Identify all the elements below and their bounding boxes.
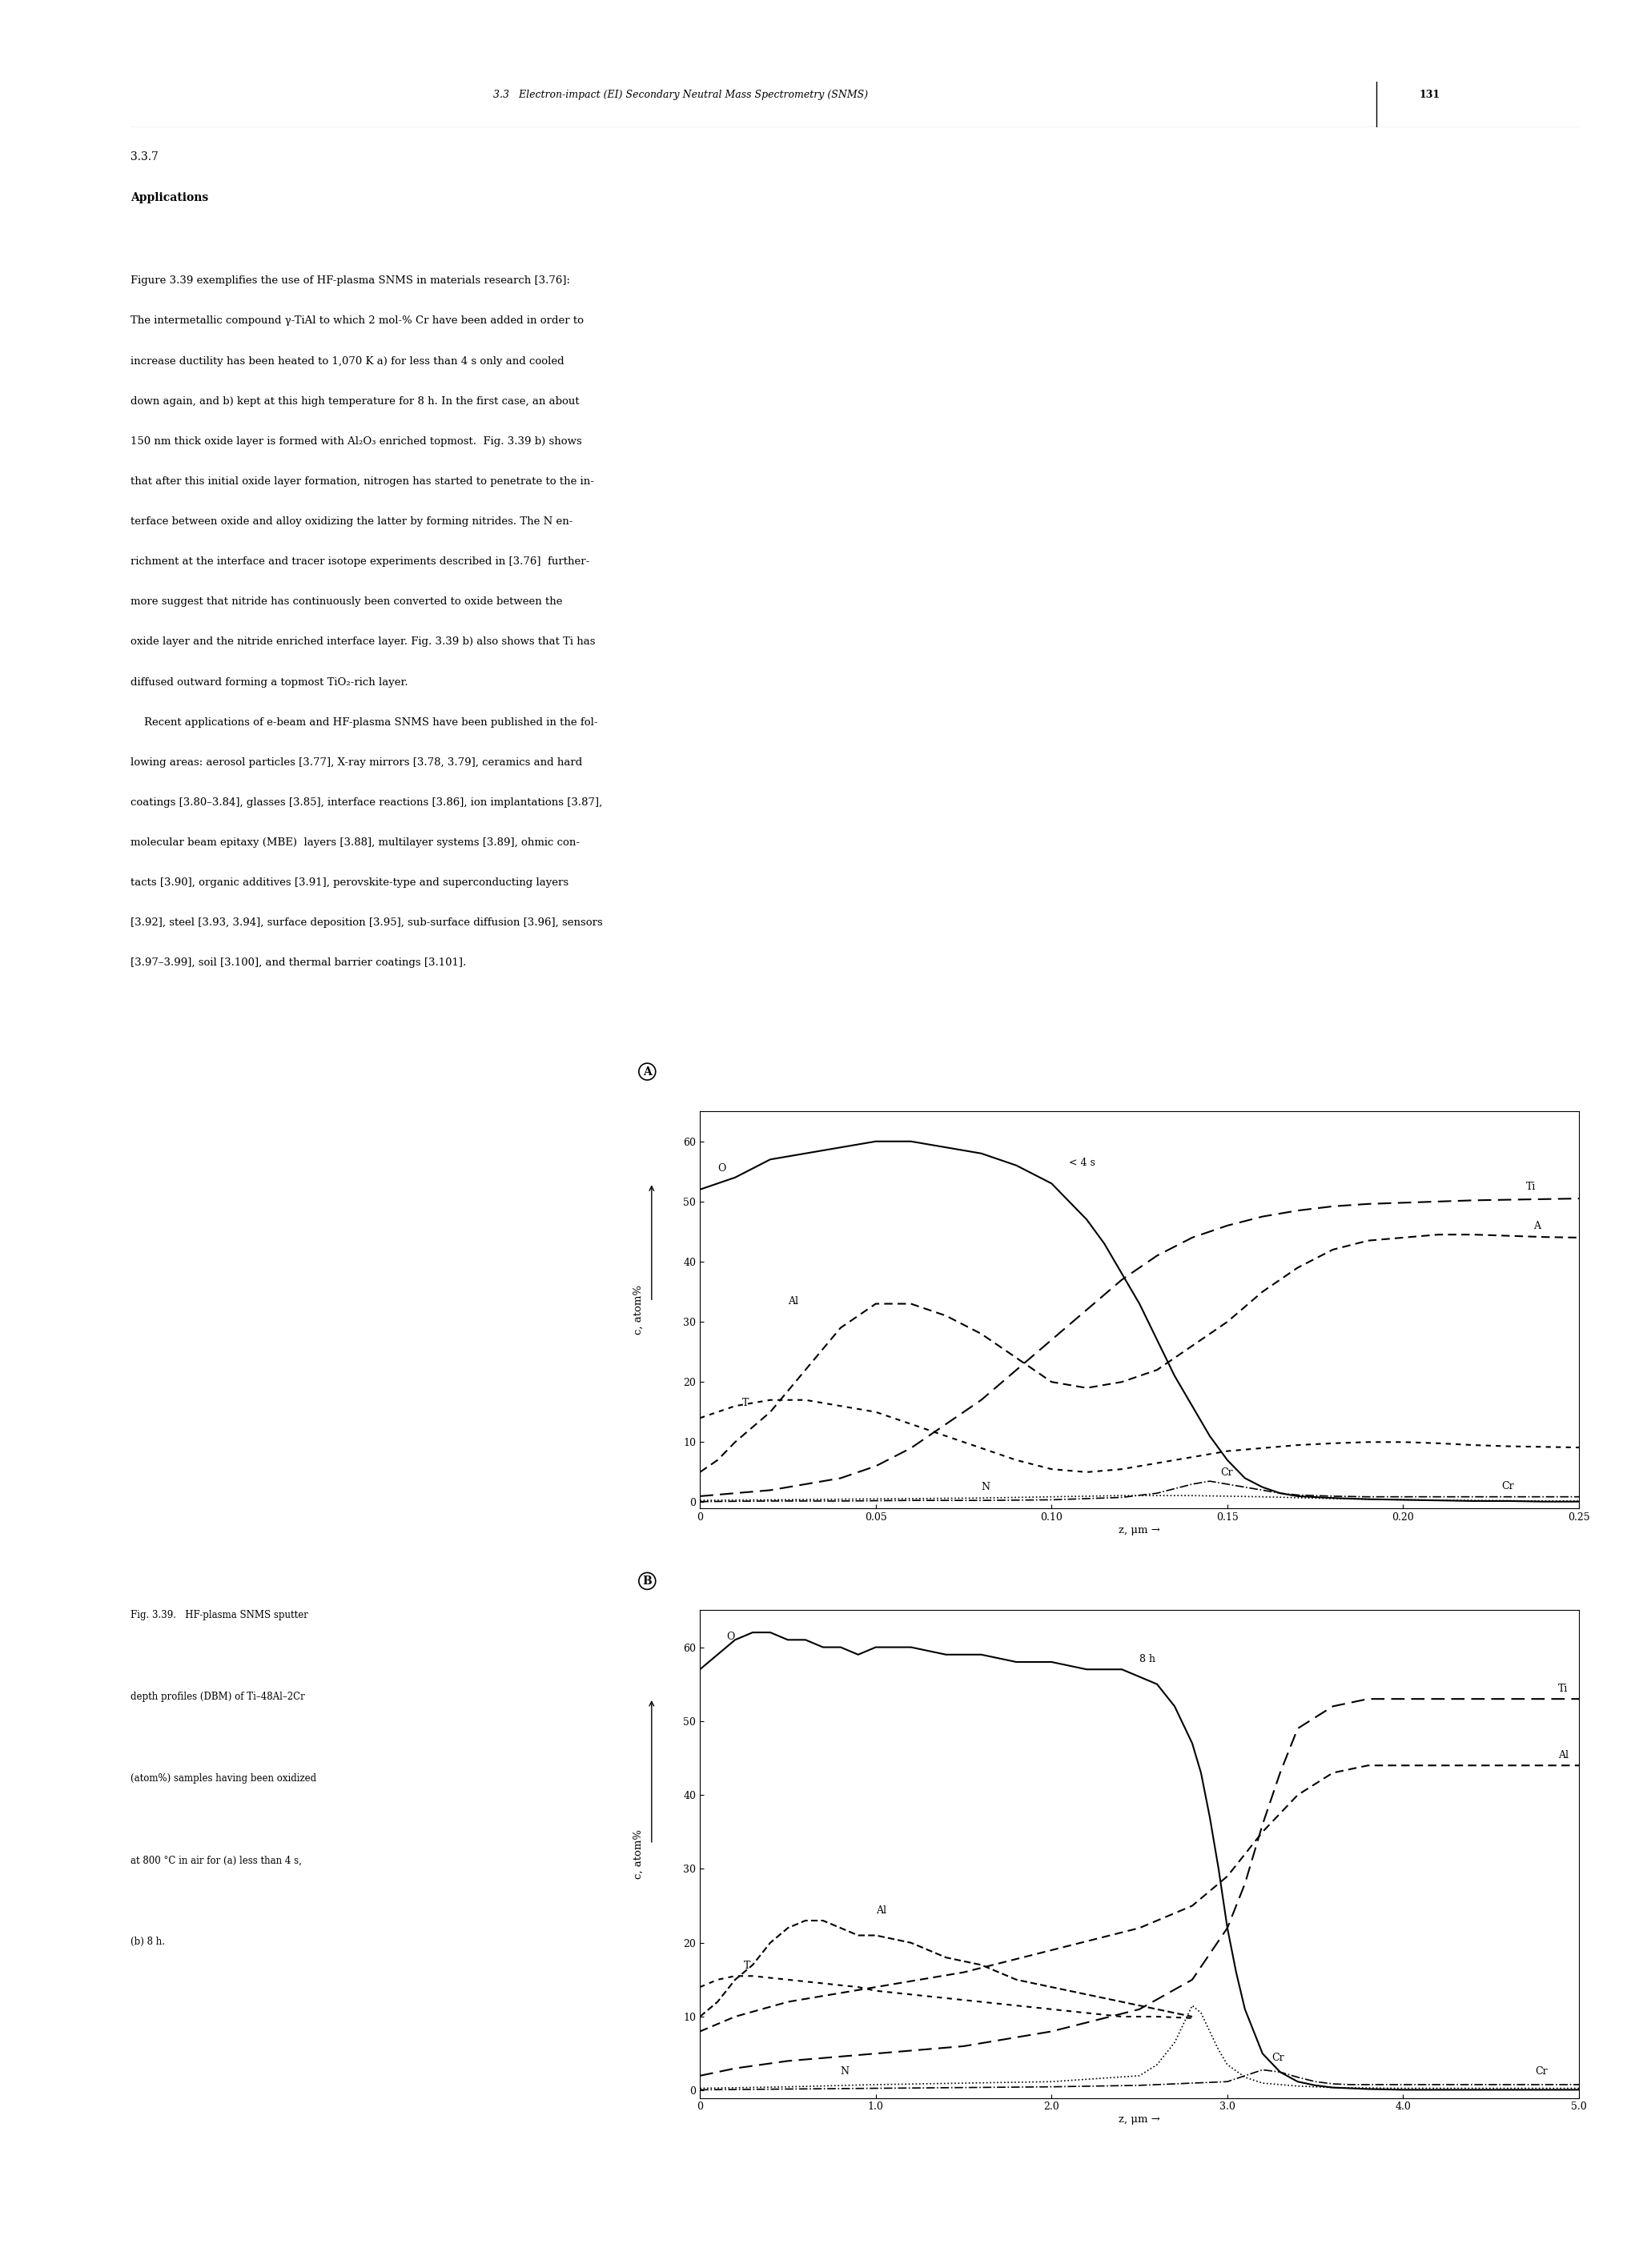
Text: 131: 131 — [1419, 88, 1440, 100]
X-axis label: z, μm →: z, μm → — [1118, 1524, 1160, 1535]
Text: < 4 s: < 4 s — [1069, 1157, 1095, 1168]
Text: oxide layer and the nitride enriched interface layer. Fig. 3.39 b) also shows th: oxide layer and the nitride enriched int… — [130, 637, 595, 646]
Text: Fig. 3.39.   HF-plasma SNMS sputter: Fig. 3.39. HF-plasma SNMS sputter — [130, 1610, 308, 1622]
Text: more suggest that nitride has continuously been converted to oxide between the: more suggest that nitride has continuous… — [130, 596, 561, 608]
Text: Cr: Cr — [1271, 2053, 1284, 2064]
Text: [3.92], steel [3.93, 3.94], surface deposition [3.95], sub-surface diffusion [3.: [3.92], steel [3.93, 3.94], surface depo… — [130, 919, 602, 928]
Text: Al: Al — [787, 1295, 797, 1306]
Text: Ti: Ti — [1526, 1182, 1536, 1193]
Text: 3.3   Electron-impact (EI) Secondary Neutral Mass Spectrometry (SNMS): 3.3 Electron-impact (EI) Secondary Neutr… — [493, 88, 867, 100]
Text: Cr: Cr — [1500, 1481, 1513, 1492]
Text: (b) 8 h.: (b) 8 h. — [130, 1937, 164, 1948]
Text: tacts [3.90], organic additives [3.91], perovskite-type and superconducting laye: tacts [3.90], organic additives [3.91], … — [130, 878, 568, 889]
Text: N: N — [840, 2066, 849, 2077]
Text: A: A — [643, 1066, 651, 1077]
Text: c, atom%: c, atom% — [633, 1286, 643, 1334]
Text: 3.3.7: 3.3.7 — [130, 152, 158, 163]
Text: lowing areas: aerosol particles [3.77], X-ray mirrors [3.78, 3.79], ceramics and: lowing areas: aerosol particles [3.77], … — [130, 758, 582, 767]
Text: Al: Al — [1557, 1751, 1567, 1760]
Text: Al: Al — [875, 1905, 885, 1916]
Text: A: A — [1533, 1220, 1539, 1232]
Text: at 800 °C in air for (a) less than 4 s,: at 800 °C in air for (a) less than 4 s, — [130, 1855, 301, 1867]
Text: Applications: Applications — [130, 193, 208, 204]
Text: increase ductility has been heated to 1,070 K a) for less than 4 s only and cool: increase ductility has been heated to 1,… — [130, 356, 563, 367]
Text: coatings [3.80–3.84], glasses [3.85], interface reactions [3.86], ion implantati: coatings [3.80–3.84], glasses [3.85], in… — [130, 798, 602, 807]
X-axis label: z, μm →: z, μm → — [1118, 2114, 1160, 2125]
Text: diffused outward forming a topmost TiO₂-rich layer.: diffused outward forming a topmost TiO₂-… — [130, 676, 407, 687]
Text: (atom%) samples having been oxidized: (atom%) samples having been oxidized — [130, 1774, 316, 1785]
Text: that after this initial oxide layer formation, nitrogen has started to penetrate: that after this initial oxide layer form… — [130, 476, 594, 488]
Text: 8 h: 8 h — [1139, 1653, 1155, 1665]
Text: terface between oxide and alloy oxidizing the latter by forming nitrides. The N : terface between oxide and alloy oxidizin… — [130, 517, 573, 526]
Text: T: T — [742, 1397, 748, 1408]
Text: O: O — [726, 1633, 734, 1642]
Text: richment at the interface and tracer isotope experiments described in [3.76]  fu: richment at the interface and tracer iso… — [130, 556, 589, 567]
Text: depth profiles (DBM) of Ti–48Al–2Cr: depth profiles (DBM) of Ti–48Al–2Cr — [130, 1692, 304, 1703]
Text: down again, and b) kept at this high temperature for 8 h. In the first case, an : down again, and b) kept at this high tem… — [130, 397, 579, 406]
Text: B: B — [643, 1576, 651, 1588]
Text: T: T — [744, 1960, 750, 1971]
Text: N: N — [981, 1483, 989, 1492]
Text: Cr: Cr — [1534, 2066, 1547, 2077]
Text: molecular beam epitaxy (MBE)  layers [3.88], multilayer systems [3.89], ohmic co: molecular beam epitaxy (MBE) layers [3.8… — [130, 837, 579, 848]
Text: Recent applications of e-beam and HF-plasma SNMS have been published in the fol-: Recent applications of e-beam and HF-pla… — [130, 717, 597, 728]
Text: 150 nm thick oxide layer is formed with Al₂O₃ enriched topmost.  Fig. 3.39 b) sh: 150 nm thick oxide layer is formed with … — [130, 435, 581, 447]
Text: Ti: Ti — [1557, 1683, 1567, 1694]
Text: O: O — [718, 1163, 726, 1175]
Text: Cr: Cr — [1220, 1467, 1232, 1476]
Text: Figure 3.39 exemplifies the use of HF-plasma SNMS in materials research [3.76]:: Figure 3.39 exemplifies the use of HF-pl… — [130, 277, 569, 286]
Text: The intermetallic compound γ-TiAl to which 2 mol-% Cr have been added in order t: The intermetallic compound γ-TiAl to whi… — [130, 315, 582, 327]
Text: c, atom%: c, atom% — [633, 1830, 643, 1878]
Text: [3.97–3.99], soil [3.100], and thermal barrier coatings [3.101].: [3.97–3.99], soil [3.100], and thermal b… — [130, 957, 465, 968]
